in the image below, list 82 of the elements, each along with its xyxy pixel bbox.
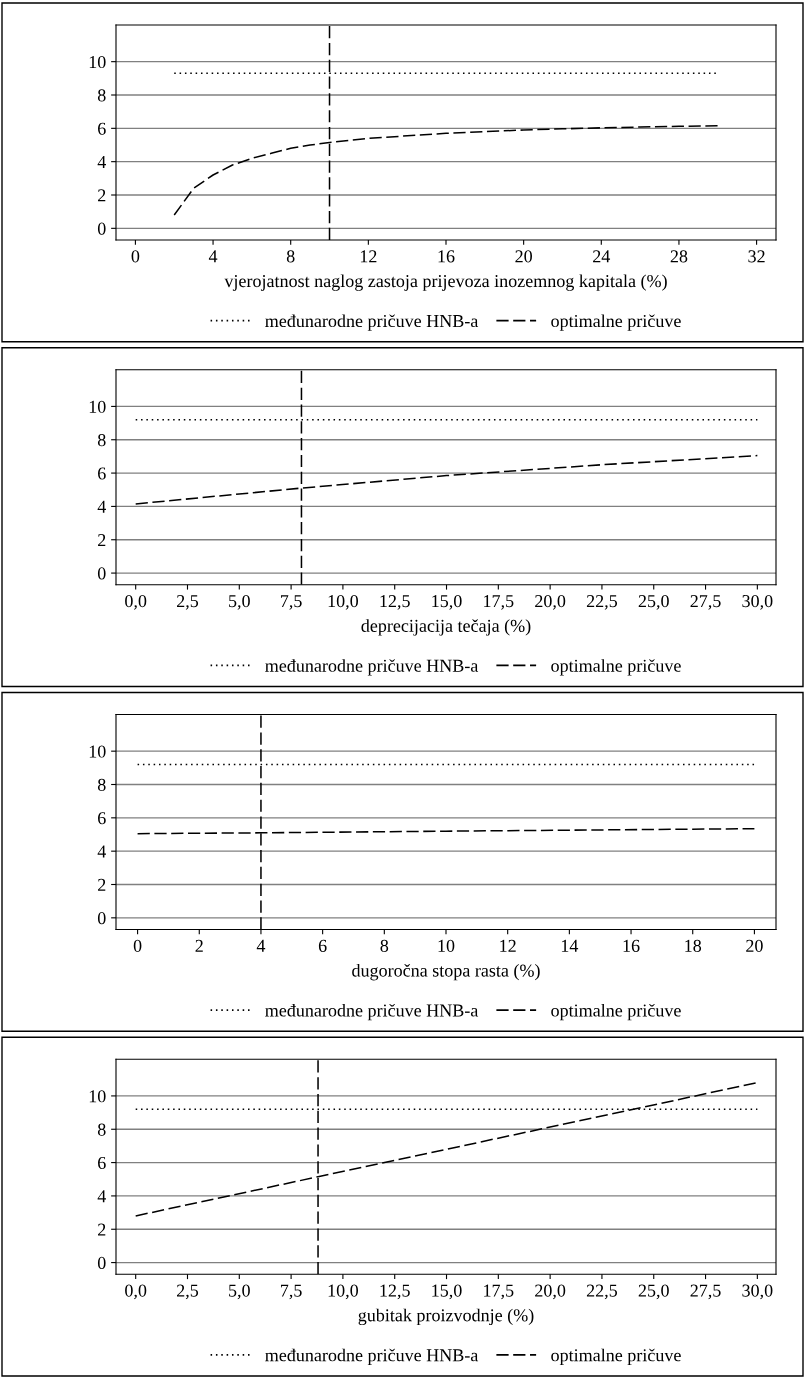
- x-tick-label: 28: [670, 250, 688, 263]
- x-tick-label: 25,0: [638, 594, 669, 610]
- x-tick-label: 15,0: [432, 594, 462, 610]
- x-tick-label: 12: [500, 939, 516, 952]
- x-tick-label: 24: [593, 250, 611, 263]
- y-tick-label: 6: [98, 122, 106, 135]
- y-tick-label: 10: [89, 1090, 106, 1103]
- x-tick-label: 27,5: [690, 1284, 721, 1300]
- x-tick-label: 5,0: [229, 1284, 250, 1300]
- y-tick-label: 2: [98, 1223, 106, 1236]
- x-tick-label: 12,5: [380, 1284, 410, 1300]
- x-tick-label: 16: [438, 250, 455, 263]
- x-tick-label: 17,5: [484, 1284, 514, 1300]
- x-tick-label: 20: [746, 939, 763, 952]
- y-tick-label: 4: [97, 500, 106, 513]
- x-tick-label: 10,0: [328, 594, 359, 610]
- x-tick-label: 0: [131, 250, 140, 263]
- x-tick-label: 22,5: [586, 1284, 618, 1300]
- x-tick-label: 17,5: [484, 595, 514, 610]
- y-tick-label: 6: [98, 812, 106, 825]
- y-tick-label: 2: [98, 534, 106, 547]
- y-tick-label: 4: [97, 845, 106, 858]
- legend-label: međunarodne pričuve HNB-a: [265, 659, 479, 676]
- y-tick-label: 10: [89, 400, 106, 413]
- x-tick-label: 4: [208, 250, 218, 263]
- x-tick-label: 18: [685, 939, 702, 952]
- x-tick-label: 20: [515, 250, 532, 263]
- x-tick-label: 7,5: [281, 595, 302, 610]
- legend-label: optimalne pričuve: [551, 314, 681, 331]
- x-tick-label: 20,0: [535, 594, 566, 610]
- legend-label: optimalne pričuve: [551, 1003, 681, 1021]
- y-tick-label: 10: [89, 55, 106, 69]
- y-tick-label: 8: [97, 89, 106, 102]
- x-tick-label: 16: [623, 939, 640, 952]
- x-tick-label: 20,0: [535, 1284, 566, 1300]
- x-axis-title: gubitak proizvodnje (%): [358, 1308, 534, 1326]
- x-tick-label: 4: [256, 939, 266, 952]
- x-tick-label: 10,0: [328, 1284, 359, 1300]
- x-tick-label: 14: [561, 939, 579, 952]
- y-tick-label: 8: [97, 778, 106, 791]
- y-tick-label: 10: [89, 745, 106, 758]
- x-tick-label: 5,0: [229, 594, 250, 610]
- y-tick-label: 0: [97, 1256, 106, 1270]
- x-tick-label: 0,0: [125, 1284, 147, 1300]
- x-tick-label: 30,0: [742, 1284, 773, 1300]
- y-tick-label: 0: [97, 912, 106, 925]
- y-tick-label: 0: [97, 567, 106, 580]
- legend-label: međunarodne pričuve HNB-a: [265, 314, 479, 331]
- y-tick-label: 8: [97, 434, 106, 447]
- legend-label: optimalne pričuve: [551, 1348, 681, 1366]
- legend-label: međunarodne pričuve HNB-a: [265, 1348, 479, 1366]
- x-tick-label: 10: [438, 939, 455, 952]
- x-tick-label: 25,0: [638, 1284, 669, 1300]
- y-tick-label: 2: [98, 878, 106, 891]
- legend-label: optimalne pričuve: [551, 659, 681, 676]
- y-tick-label: 8: [97, 1123, 106, 1136]
- y-tick-label: 4: [97, 156, 106, 168]
- y-tick-label: 6: [98, 467, 106, 480]
- y-tick-label: 0: [97, 222, 106, 235]
- x-tick-label: 8: [286, 250, 295, 263]
- x-tick-label: 6: [318, 939, 327, 952]
- x-tick-label: 2,5: [177, 595, 199, 610]
- y-tick-label: 2: [98, 189, 106, 202]
- x-tick-label: 7,5: [281, 1284, 302, 1300]
- x-axis-title: deprecijacija tečaja (%): [361, 619, 531, 636]
- y-tick-label: 6: [98, 1156, 106, 1170]
- x-tick-label: 12,5: [380, 595, 410, 610]
- x-axis-title: vjerojatnost naglog zastoja prijevoza inozemnog kapitala (%): [224, 274, 667, 291]
- x-tick-label: 12: [360, 250, 377, 263]
- x-tick-label: 30,0: [742, 594, 773, 610]
- x-tick-label: 8: [380, 939, 389, 952]
- x-tick-label: 22,5: [586, 595, 618, 610]
- x-tick-label: 2: [195, 939, 203, 952]
- x-tick-label: 0,0: [125, 594, 147, 610]
- x-tick-label: 15,0: [432, 1284, 462, 1300]
- x-tick-label: 0: [133, 939, 142, 952]
- y-tick-label: 4: [97, 1190, 106, 1203]
- legend-label: međunarodne pričuve HNB-a: [265, 1003, 479, 1021]
- x-tick-label: 2,5: [177, 1284, 199, 1300]
- x-axis-title: dugoročna stopa rasta (%): [352, 963, 540, 981]
- x-tick-label: 27,5: [690, 595, 721, 610]
- x-tick-label: 32: [748, 250, 765, 263]
